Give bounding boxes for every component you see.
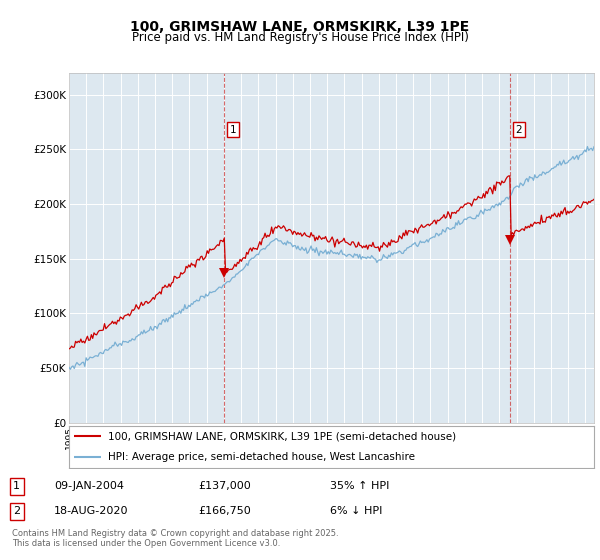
Text: £166,750: £166,750	[198, 506, 251, 516]
Text: 100, GRIMSHAW LANE, ORMSKIRK, L39 1PE (semi-detached house): 100, GRIMSHAW LANE, ORMSKIRK, L39 1PE (s…	[109, 431, 457, 441]
Text: 09-JAN-2004: 09-JAN-2004	[54, 482, 124, 492]
Text: HPI: Average price, semi-detached house, West Lancashire: HPI: Average price, semi-detached house,…	[109, 452, 415, 462]
Text: Price paid vs. HM Land Registry's House Price Index (HPI): Price paid vs. HM Land Registry's House …	[131, 31, 469, 44]
Text: 35% ↑ HPI: 35% ↑ HPI	[330, 482, 389, 492]
Text: 6% ↓ HPI: 6% ↓ HPI	[330, 506, 382, 516]
Text: 1: 1	[230, 125, 236, 134]
Text: 18-AUG-2020: 18-AUG-2020	[54, 506, 128, 516]
Text: 2: 2	[13, 506, 20, 516]
Text: £137,000: £137,000	[198, 482, 251, 492]
Text: 2: 2	[515, 125, 522, 134]
Text: 100, GRIMSHAW LANE, ORMSKIRK, L39 1PE: 100, GRIMSHAW LANE, ORMSKIRK, L39 1PE	[130, 20, 470, 34]
Text: 1: 1	[13, 482, 20, 492]
Text: Contains HM Land Registry data © Crown copyright and database right 2025.
This d: Contains HM Land Registry data © Crown c…	[12, 529, 338, 548]
